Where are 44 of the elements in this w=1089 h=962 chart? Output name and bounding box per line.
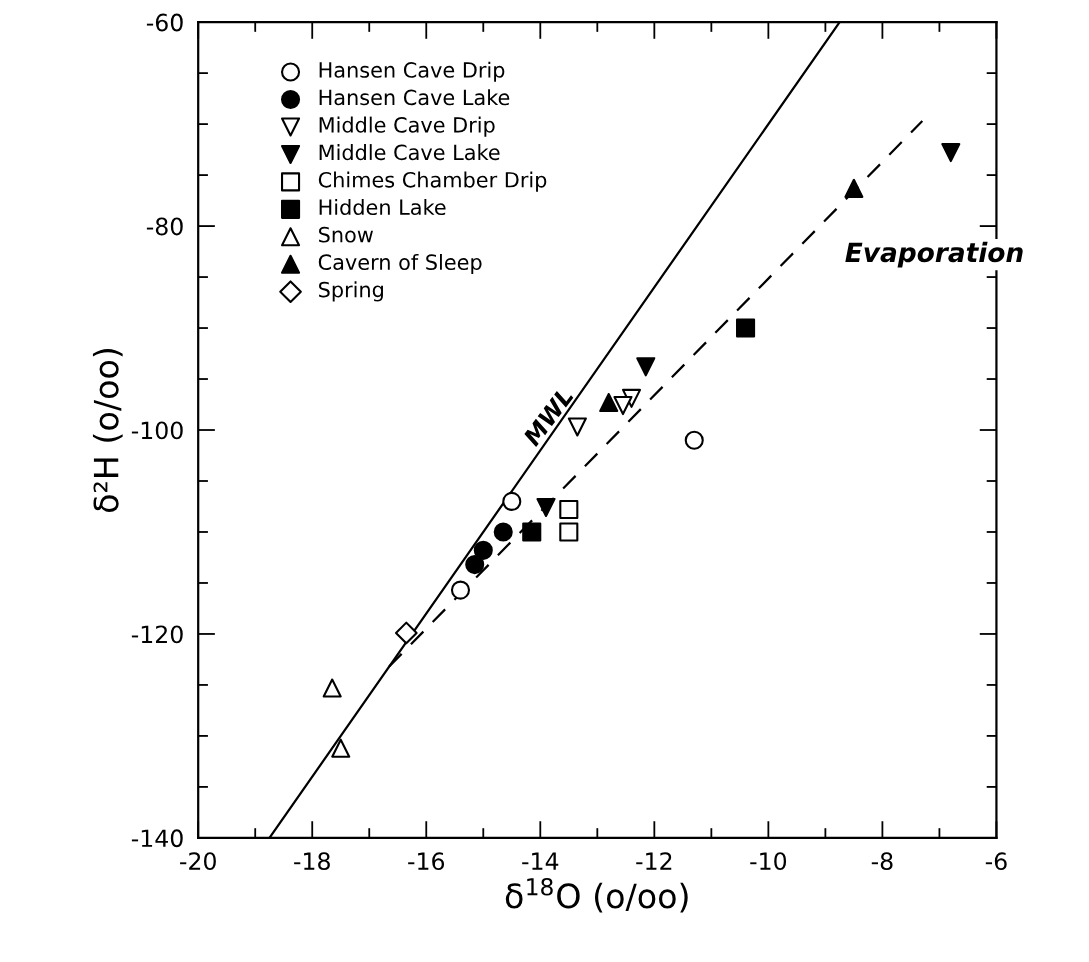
point: [450, 580, 471, 600]
point: [684, 430, 704, 450]
y-tick-label: -100: [131, 421, 183, 440]
legend-label: Middle Cave Lake: [319, 144, 500, 161]
point: [322, 678, 342, 698]
point: [559, 500, 579, 520]
legend-label: Cavern of Sleep: [318, 253, 482, 275]
point: [502, 491, 522, 511]
legend-label: Hansen Cave Drip: [319, 61, 505, 82]
y-tick-label: -140: [131, 829, 183, 848]
legend-label: Spring: [319, 281, 383, 302]
y-tick-label: -120: [131, 625, 183, 644]
y-axis-title: δ²H (o/oo): [92, 348, 123, 513]
x-tick-label: -6: [985, 852, 1007, 871]
point: [473, 540, 493, 560]
point: [465, 555, 485, 575]
point: [394, 621, 418, 645]
point: [493, 522, 513, 542]
x-tick-label: -10: [750, 852, 787, 871]
legend-label: Snow: [319, 226, 373, 243]
point: [736, 318, 756, 338]
legend-label: Chimes Chamber Drip: [318, 171, 547, 192]
x-tick-label: -18: [294, 852, 330, 871]
annotation: Evaporation: [845, 241, 1023, 268]
legend-label: Middle Cave Drip: [319, 116, 495, 137]
point: [599, 392, 619, 413]
y-tick-label: -60: [146, 13, 183, 32]
point: [613, 396, 633, 416]
legend-label: Hansen Cave Lake: [319, 89, 510, 106]
point: [844, 178, 864, 198]
legend-label: Hidden Lake: [319, 198, 446, 216]
x-tick-label: -16: [408, 852, 445, 871]
point: [941, 143, 961, 163]
point: [522, 522, 542, 542]
x-tick-label: -12: [636, 852, 672, 870]
x-axis-title: δ$^{18}$O (o/oo): [505, 877, 688, 913]
point: [636, 357, 656, 377]
y-tick-label: -80: [146, 217, 183, 236]
point: [331, 738, 351, 758]
point: [559, 522, 579, 542]
x-tick-label: -14: [522, 852, 559, 870]
x-tick-label: -20: [180, 852, 216, 871]
point: [536, 497, 556, 518]
x-tick-label: -8: [871, 852, 893, 871]
